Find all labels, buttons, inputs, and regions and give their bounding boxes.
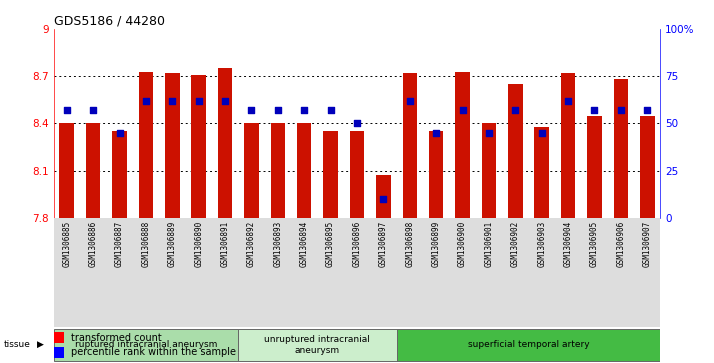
Text: GSM1306903: GSM1306903 (537, 221, 546, 267)
Text: GSM1306902: GSM1306902 (511, 221, 520, 267)
Point (87, 107, 99, 113)
Point (298, 107, 310, 113)
Text: GSM1306905: GSM1306905 (590, 221, 599, 267)
Text: transformed count: transformed count (71, 333, 162, 343)
Bar (323, 131, 338, 218)
Bar (587, 115, 602, 218)
Text: GSM1306897: GSM1306897 (379, 221, 388, 267)
Text: GSM1306891: GSM1306891 (221, 221, 230, 267)
Text: GSM1306899: GSM1306899 (432, 221, 441, 267)
Bar (456, 72, 470, 218)
Bar (244, 123, 258, 218)
Point (563, 98, 574, 104)
Text: percentile rank within the sample: percentile rank within the sample (71, 347, 236, 358)
Point (404, 98, 416, 104)
Text: GSM1306893: GSM1306893 (273, 221, 282, 267)
Bar (191, 75, 206, 218)
Point (642, 107, 653, 113)
Point (61, 107, 72, 113)
Text: unruptured intracranial
aneurysm: unruptured intracranial aneurysm (264, 335, 371, 355)
Bar (376, 175, 391, 218)
Text: GSM1306895: GSM1306895 (326, 221, 335, 267)
Text: tissue: tissue (4, 340, 31, 349)
Text: GSM1306885: GSM1306885 (62, 221, 71, 267)
Text: GSM1306907: GSM1306907 (643, 221, 652, 267)
Bar (482, 123, 496, 218)
Text: ▶: ▶ (37, 340, 44, 349)
Bar (613, 79, 628, 218)
Bar (112, 131, 127, 218)
Bar (59, 123, 74, 218)
FancyBboxPatch shape (238, 329, 396, 361)
Bar (271, 123, 285, 218)
Text: GSM1306900: GSM1306900 (458, 221, 467, 267)
Point (166, 98, 178, 104)
Point (615, 107, 627, 113)
Text: GSM1306888: GSM1306888 (141, 221, 151, 267)
Point (431, 130, 442, 136)
Bar (403, 73, 417, 218)
Point (272, 107, 283, 113)
Point (140, 98, 151, 104)
Point (457, 107, 468, 113)
Point (219, 98, 231, 104)
Text: GSM1306906: GSM1306906 (616, 221, 625, 267)
Point (378, 196, 389, 202)
Text: GSM1306896: GSM1306896 (353, 221, 361, 267)
Text: GSM1306898: GSM1306898 (406, 221, 414, 267)
Text: superficial temporal artery: superficial temporal artery (468, 340, 589, 349)
Text: GSM1306886: GSM1306886 (89, 221, 98, 267)
Bar (54, 333, 64, 343)
Text: GSM1306901: GSM1306901 (484, 221, 493, 267)
Text: GSM1306904: GSM1306904 (563, 221, 573, 267)
Point (536, 130, 548, 136)
Bar (139, 72, 154, 218)
Bar (86, 123, 101, 218)
Point (483, 130, 495, 136)
Bar (297, 123, 311, 218)
Text: GDS5186 / 44280: GDS5186 / 44280 (54, 15, 164, 28)
Bar (429, 131, 443, 218)
Text: GSM1306890: GSM1306890 (194, 221, 203, 267)
FancyBboxPatch shape (54, 329, 238, 361)
FancyBboxPatch shape (396, 329, 660, 361)
Bar (218, 68, 232, 218)
Text: GSM1306889: GSM1306889 (168, 221, 177, 267)
Point (193, 98, 204, 104)
Bar (640, 115, 655, 218)
Point (114, 130, 125, 136)
Point (510, 107, 521, 113)
Text: GSM1306887: GSM1306887 (115, 221, 124, 267)
Bar (350, 131, 364, 218)
Point (246, 107, 257, 113)
Point (589, 107, 600, 113)
Point (325, 107, 336, 113)
Bar (535, 127, 549, 218)
Bar (508, 84, 523, 218)
Bar (560, 73, 575, 218)
Text: ruptured intracranial aneurysm: ruptured intracranial aneurysm (75, 340, 217, 349)
Bar (165, 73, 179, 218)
Point (351, 121, 363, 126)
Text: GSM1306892: GSM1306892 (247, 221, 256, 267)
Bar (54, 347, 64, 358)
Text: GSM1306894: GSM1306894 (300, 221, 308, 267)
